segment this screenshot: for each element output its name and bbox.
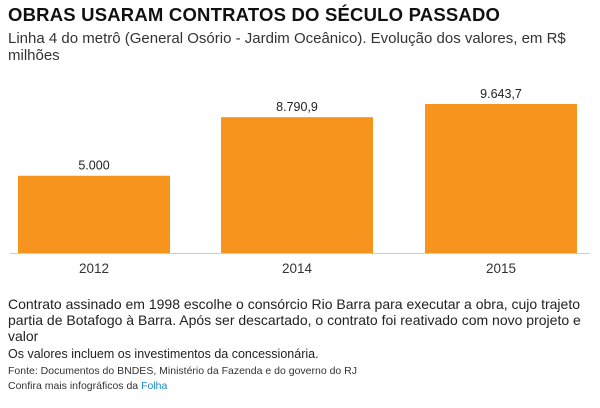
bar-value-label-2014: 8.790,9 <box>276 100 318 114</box>
bar-2015 <box>425 104 577 253</box>
bar-2014 <box>221 117 373 254</box>
bar-value-label-2012: 5.000 <box>78 159 109 173</box>
values-note: Os valores incluem os investimentos da c… <box>8 347 319 361</box>
bar-chart-svg: 5.000 2012 8.790,9 2014 9.643,7 2015 <box>10 87 590 276</box>
chart-title: OBRAS USARAM CONTRATOS DO SÉCULO PASSADO <box>8 4 501 25</box>
bar-chart: 5.000 2012 8.790,9 2014 9.643,7 2015 <box>0 78 600 283</box>
folha-link[interactable]: Folha <box>141 380 168 392</box>
bar-value-label-2015: 9.643,7 <box>480 87 522 101</box>
x-tick-label-2015: 2015 <box>486 261 516 276</box>
more-infographics-text: Confira mais infográficos da <box>8 380 142 392</box>
source-note: Fonte: Documentos do BNDES, Ministério d… <box>8 365 358 377</box>
x-tick-label-2014: 2014 <box>282 261 313 276</box>
chart-subtitle: Linha 4 do metrô (General Osório - Jardi… <box>8 30 566 64</box>
more-infographics: Confira mais infográficos da Folha <box>8 380 167 392</box>
bar-2012 <box>18 175 170 253</box>
x-tick-label-2012: 2012 <box>79 261 109 276</box>
contract-note: Contrato assinado em 1998 escolhe o cons… <box>8 296 581 344</box>
